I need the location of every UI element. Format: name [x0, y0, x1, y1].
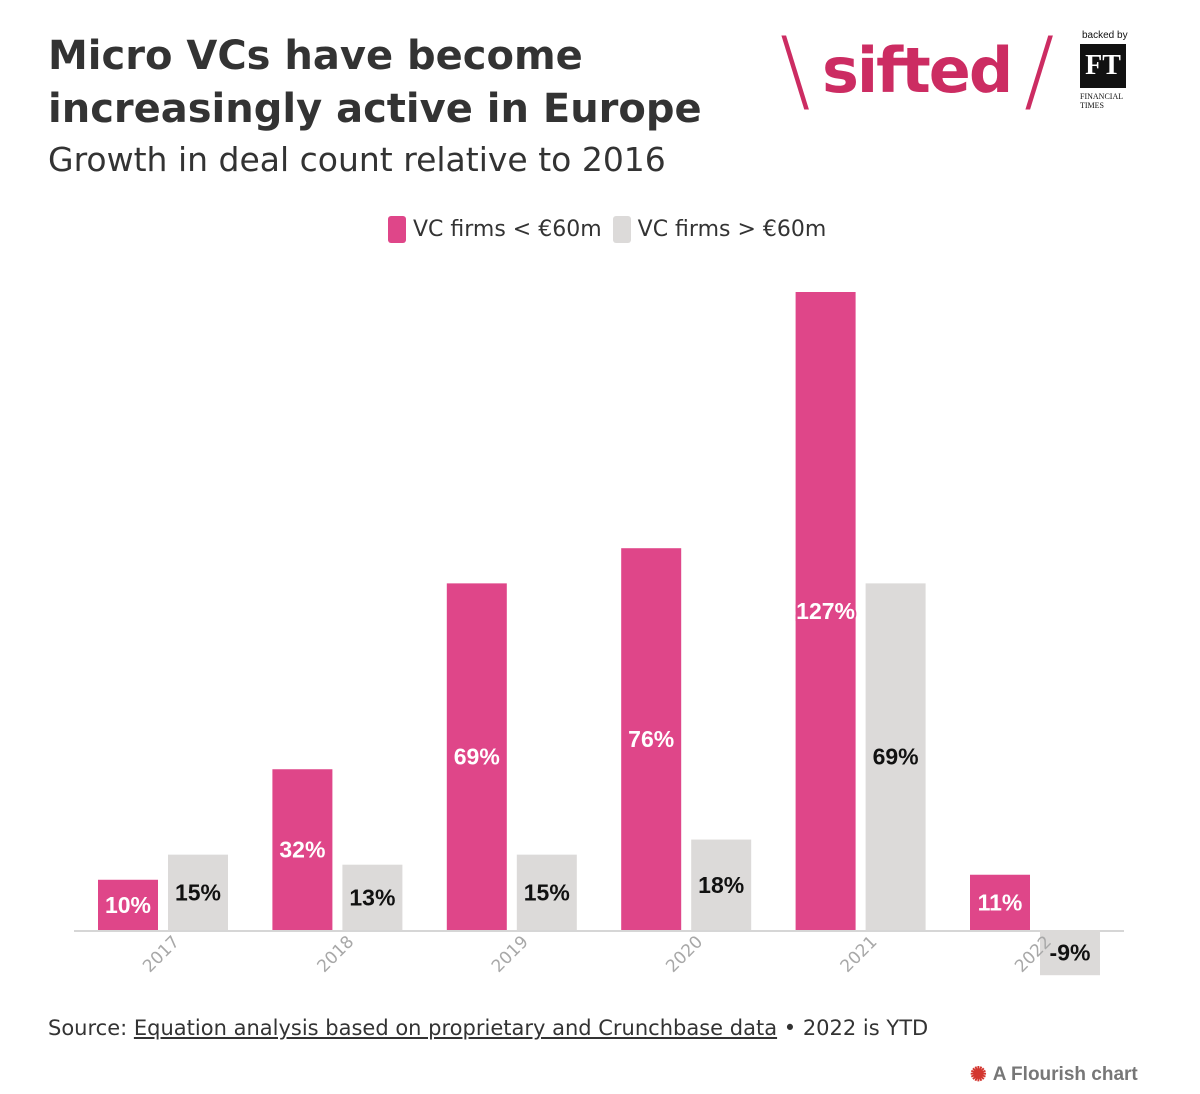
bar-small-vc-2021 [795, 292, 856, 930]
legend-item-small-vc[interactable]: VC firms < €60m [388, 215, 602, 243]
data-label-small-vc-2017: 10% [105, 892, 151, 918]
bar-small-vc-2017 [98, 879, 158, 930]
logo-slash-right: / [1024, 18, 1055, 123]
source-suffix: • 2022 is YTD [777, 1016, 929, 1040]
flourish-credit[interactable]: ✺ A Flourish chart [970, 1062, 1138, 1087]
x-tick-label-2018: 2018 [313, 932, 358, 977]
backed-by-text: backed by [1082, 30, 1128, 41]
x-tick-label-2017: 2017 [139, 932, 184, 977]
legend-label-small-vc: VC firms < €60m [413, 216, 602, 242]
source-link[interactable]: Equation analysis based on proprietary a… [133, 1016, 778, 1040]
bar-large-vc-2022 [1040, 930, 1100, 976]
chart-subtitle: Growth in deal count relative to 2016 [48, 140, 666, 179]
data-label-large-vc-2021: 69% [873, 744, 919, 770]
chart-title: Micro VCs have become increasingly activ… [48, 33, 702, 132]
data-label-large-vc-2020: 18% [698, 872, 744, 898]
data-label-large-vc-2017: 15% [175, 879, 221, 905]
data-label-large-vc-2019: 15% [524, 879, 570, 905]
bar-large-vc-2021 [865, 583, 926, 930]
flourish-star-icon: ✺ [970, 1064, 987, 1086]
flourish-label: A Flourish chart [992, 1063, 1138, 1085]
legend-swatch-large-vc [612, 215, 631, 243]
logo-slash-left: \ [780, 18, 811, 123]
source-note: Source: Equation analysis based on propr… [48, 1016, 928, 1040]
data-label-small-vc-2021: 127% [796, 598, 855, 624]
data-label-small-vc-2020: 76% [628, 726, 674, 752]
x-tick-label-2019: 2019 [488, 932, 533, 977]
source-prefix: Source: [48, 1016, 134, 1040]
chart-legend: VC firms < €60m VC firms > €60m [388, 212, 829, 246]
data-label-large-vc-2018: 13% [349, 884, 395, 910]
ft-logo: FT [1080, 44, 1126, 88]
sifted-ft-logo[interactable]: \ sifted / backed by FT FINANCIAL TIMES [778, 18, 1158, 123]
legend-label-large-vc: VC firms > €60m [637, 216, 827, 242]
bar-large-vc-2017 [168, 854, 228, 930]
bar-large-vc-2019 [516, 854, 577, 930]
x-tick-label-2020: 2020 [662, 932, 707, 977]
data-label-large-vc-2022: -9% [1050, 940, 1091, 966]
bar-chart: 10% 15% 2017 32% 13% 2018 69% 15% 2019 76% 18% 2020… [74, 292, 1124, 977]
bar-small-vc-2019 [446, 583, 507, 930]
ft-name: FINANCIAL TIMES [1080, 92, 1123, 110]
x-tick-label-2021: 2021 [837, 932, 882, 977]
bar-small-vc-2020 [621, 548, 682, 930]
sifted-wordmark: sifted [822, 34, 1013, 107]
data-label-small-vc-2022: 11% [978, 889, 1023, 915]
bar-small-vc-2022 [970, 874, 1030, 930]
bar-small-vc-2018 [272, 769, 333, 930]
bar-large-vc-2018 [342, 864, 403, 930]
legend-item-large-vc[interactable]: VC firms > €60m [612, 215, 827, 243]
data-label-small-vc-2019: 69% [454, 744, 500, 770]
data-label-small-vc-2018: 32% [279, 837, 325, 863]
bar-large-vc-2020 [691, 839, 752, 930]
legend-swatch-small-vc [388, 215, 406, 243]
